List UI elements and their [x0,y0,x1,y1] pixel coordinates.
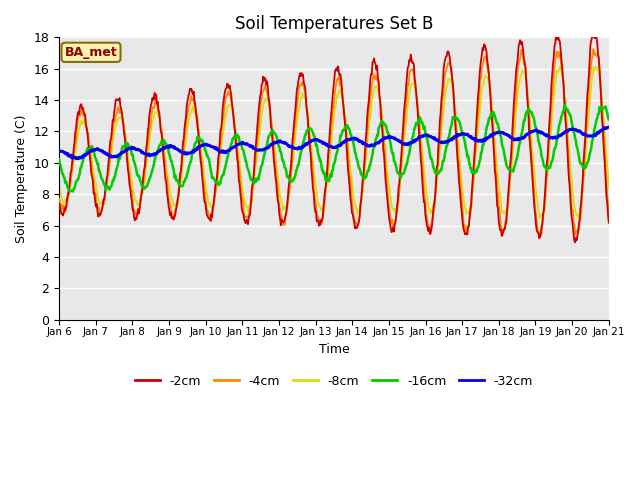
Text: BA_met: BA_met [65,46,117,59]
Legend: -2cm, -4cm, -8cm, -16cm, -32cm: -2cm, -4cm, -8cm, -16cm, -32cm [130,370,538,393]
X-axis label: Time: Time [319,343,349,356]
Y-axis label: Soil Temperature (C): Soil Temperature (C) [15,114,28,243]
Title: Soil Temperatures Set B: Soil Temperatures Set B [235,15,433,33]
